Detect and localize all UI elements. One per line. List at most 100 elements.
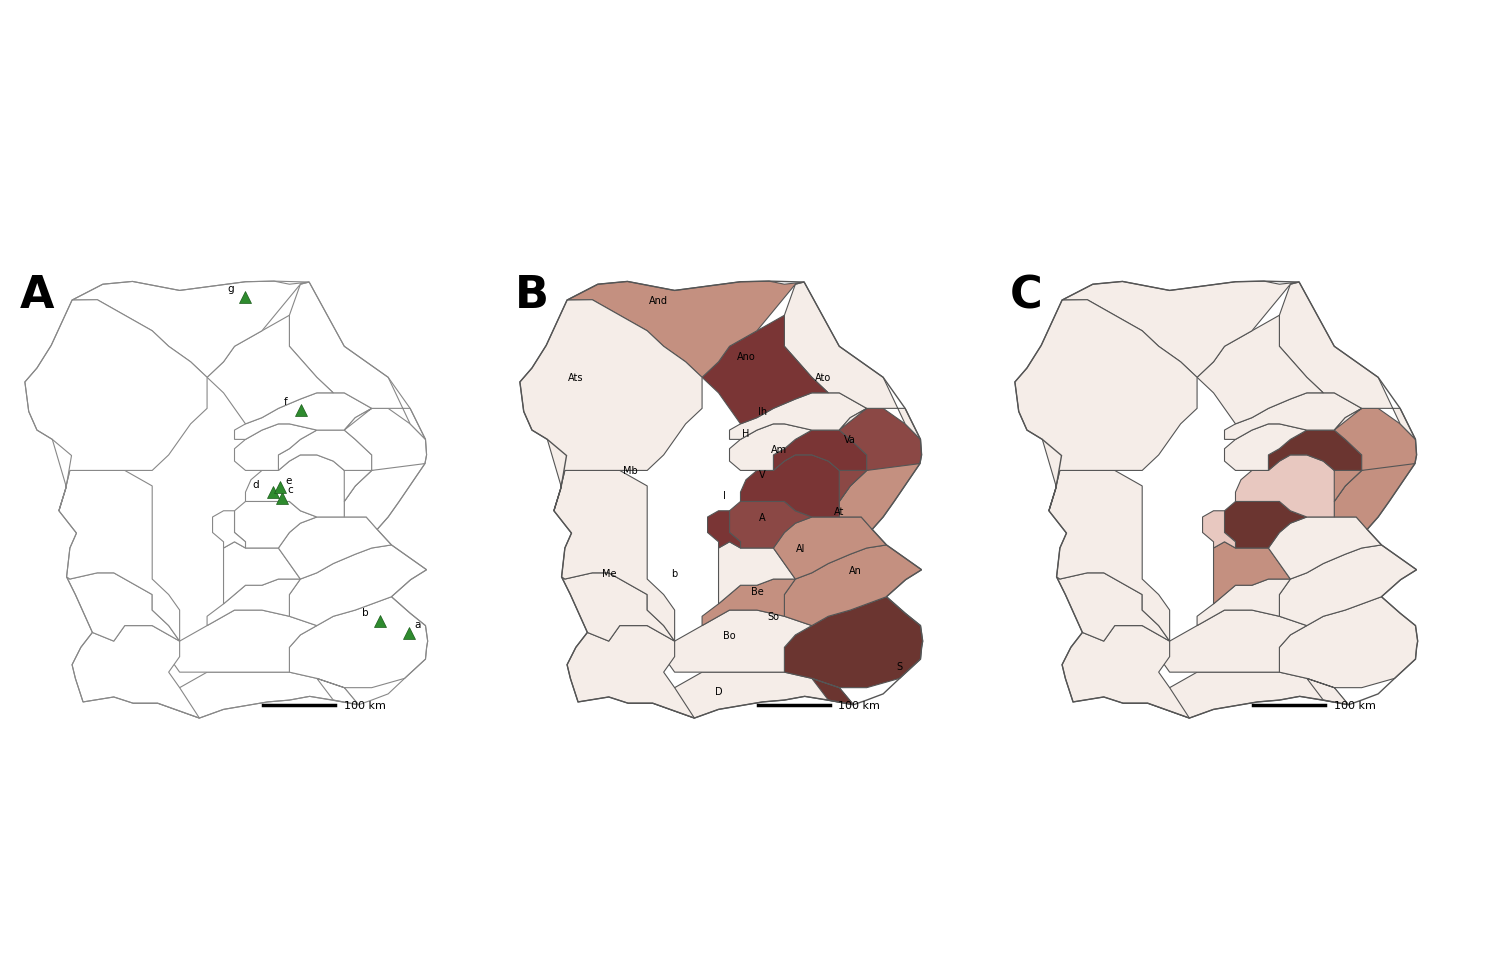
Polygon shape — [520, 300, 702, 512]
Polygon shape — [702, 579, 795, 626]
Text: b: b — [362, 608, 369, 617]
Polygon shape — [26, 300, 207, 512]
Text: Ato: Ato — [815, 373, 831, 383]
Text: S: S — [897, 661, 903, 672]
Text: V: V — [759, 469, 766, 479]
Text: A: A — [759, 513, 766, 522]
Text: Va: Va — [844, 435, 856, 445]
Polygon shape — [1280, 283, 1416, 440]
Polygon shape — [279, 517, 392, 579]
Text: Ano: Ano — [736, 351, 756, 361]
Text: A: A — [20, 274, 54, 317]
Text: Ats: Ats — [568, 373, 584, 383]
Text: g: g — [228, 284, 234, 294]
Text: Am: Am — [771, 444, 788, 454]
Polygon shape — [729, 393, 867, 440]
Polygon shape — [1062, 626, 1190, 718]
Polygon shape — [784, 283, 921, 440]
Polygon shape — [290, 597, 427, 705]
Polygon shape — [168, 610, 316, 672]
Polygon shape — [66, 574, 180, 641]
Polygon shape — [628, 672, 854, 718]
Polygon shape — [224, 543, 300, 605]
Polygon shape — [774, 430, 867, 486]
Text: And: And — [648, 296, 668, 305]
Text: Al: Al — [796, 544, 806, 553]
Polygon shape — [774, 517, 886, 579]
Polygon shape — [718, 543, 795, 605]
Text: d: d — [252, 480, 260, 489]
Text: e: e — [285, 475, 291, 485]
Text: C: C — [1010, 274, 1042, 317]
Polygon shape — [1335, 409, 1416, 502]
Polygon shape — [1124, 672, 1348, 718]
Polygon shape — [234, 393, 372, 440]
Polygon shape — [213, 512, 246, 548]
Text: Ih: Ih — [758, 407, 766, 417]
Polygon shape — [1056, 574, 1170, 641]
Text: D: D — [714, 686, 723, 696]
Text: Be: Be — [750, 587, 764, 597]
Polygon shape — [1224, 502, 1306, 548]
Polygon shape — [207, 579, 300, 626]
Polygon shape — [1224, 393, 1362, 440]
Polygon shape — [663, 610, 812, 672]
Text: f: f — [284, 397, 286, 407]
Text: a: a — [414, 619, 422, 630]
Polygon shape — [1197, 316, 1323, 424]
Polygon shape — [1062, 282, 1299, 378]
Text: b: b — [672, 568, 678, 578]
Polygon shape — [567, 626, 694, 718]
Polygon shape — [1203, 512, 1236, 548]
Polygon shape — [1269, 517, 1382, 579]
Polygon shape — [741, 455, 850, 517]
Polygon shape — [1269, 430, 1362, 486]
Polygon shape — [729, 502, 812, 548]
Polygon shape — [234, 424, 316, 471]
Polygon shape — [1197, 579, 1290, 626]
Polygon shape — [345, 409, 426, 502]
Polygon shape — [279, 430, 372, 486]
Polygon shape — [840, 409, 921, 502]
Polygon shape — [134, 672, 358, 718]
Polygon shape — [840, 461, 920, 530]
Polygon shape — [1280, 597, 1418, 705]
Text: Mb: Mb — [624, 466, 638, 476]
Polygon shape — [207, 316, 333, 424]
Polygon shape — [784, 597, 922, 705]
Text: H: H — [742, 428, 750, 439]
Polygon shape — [1335, 461, 1414, 530]
Polygon shape — [561, 574, 675, 641]
Text: I: I — [723, 490, 726, 501]
Polygon shape — [1158, 610, 1306, 672]
Text: An: An — [849, 565, 862, 576]
Polygon shape — [234, 502, 316, 548]
Text: Me: Me — [602, 568, 616, 578]
Polygon shape — [567, 282, 804, 378]
Polygon shape — [1048, 471, 1170, 641]
Polygon shape — [290, 546, 426, 626]
Text: So: So — [768, 611, 780, 622]
Text: c: c — [288, 484, 294, 494]
Polygon shape — [554, 471, 675, 641]
Polygon shape — [72, 282, 309, 378]
Polygon shape — [729, 424, 812, 471]
Polygon shape — [1280, 546, 1416, 626]
Polygon shape — [345, 461, 424, 530]
Polygon shape — [784, 546, 921, 626]
Polygon shape — [1214, 543, 1290, 605]
Polygon shape — [246, 455, 356, 517]
Text: At: At — [834, 506, 844, 516]
Text: 100 km: 100 km — [344, 701, 386, 710]
Text: Bo: Bo — [723, 630, 736, 641]
Polygon shape — [1016, 300, 1197, 512]
Polygon shape — [290, 283, 426, 440]
Text: 100 km: 100 km — [1334, 701, 1376, 710]
Polygon shape — [702, 316, 828, 424]
Polygon shape — [58, 471, 180, 641]
Text: 100 km: 100 km — [839, 701, 880, 710]
Polygon shape — [1236, 455, 1346, 517]
Text: B: B — [514, 274, 549, 317]
Polygon shape — [1224, 424, 1306, 471]
Polygon shape — [708, 512, 741, 548]
